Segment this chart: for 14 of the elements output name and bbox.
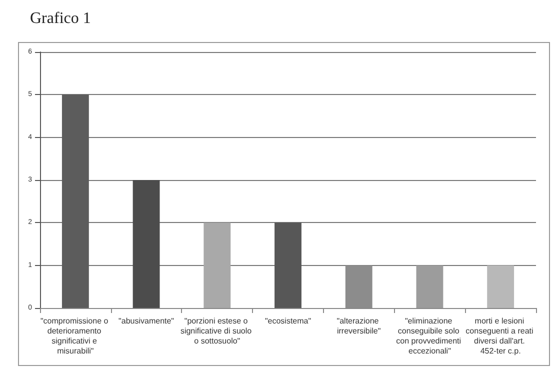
- bar: [132, 180, 160, 308]
- bar: [416, 265, 444, 308]
- x-tick-label: "porzioni estese o significative di suolo o sottosuolo": [180, 316, 254, 346]
- x-tick-label: "ecosistema": [264, 316, 312, 326]
- bar: [62, 94, 89, 308]
- x-tick-label: "compromissione o deterioramento significativi e misurabili": [40, 316, 110, 356]
- x-tick-label: morti e lesioni conseguenti a reati diversi dall'art. 452-ter c.p.: [466, 316, 536, 356]
- chart-title: Grafico 1: [30, 10, 91, 28]
- x-tick-label: "abusivamente": [118, 316, 174, 326]
- bar: [204, 222, 231, 308]
- bar: [487, 265, 514, 308]
- bar: [274, 222, 302, 308]
- x-tick-label: "eliminazione conseguibile solo con provvedimenti eccezionali": [396, 316, 464, 356]
- x-tick-label: "alterazione irreversibile": [336, 316, 381, 336]
